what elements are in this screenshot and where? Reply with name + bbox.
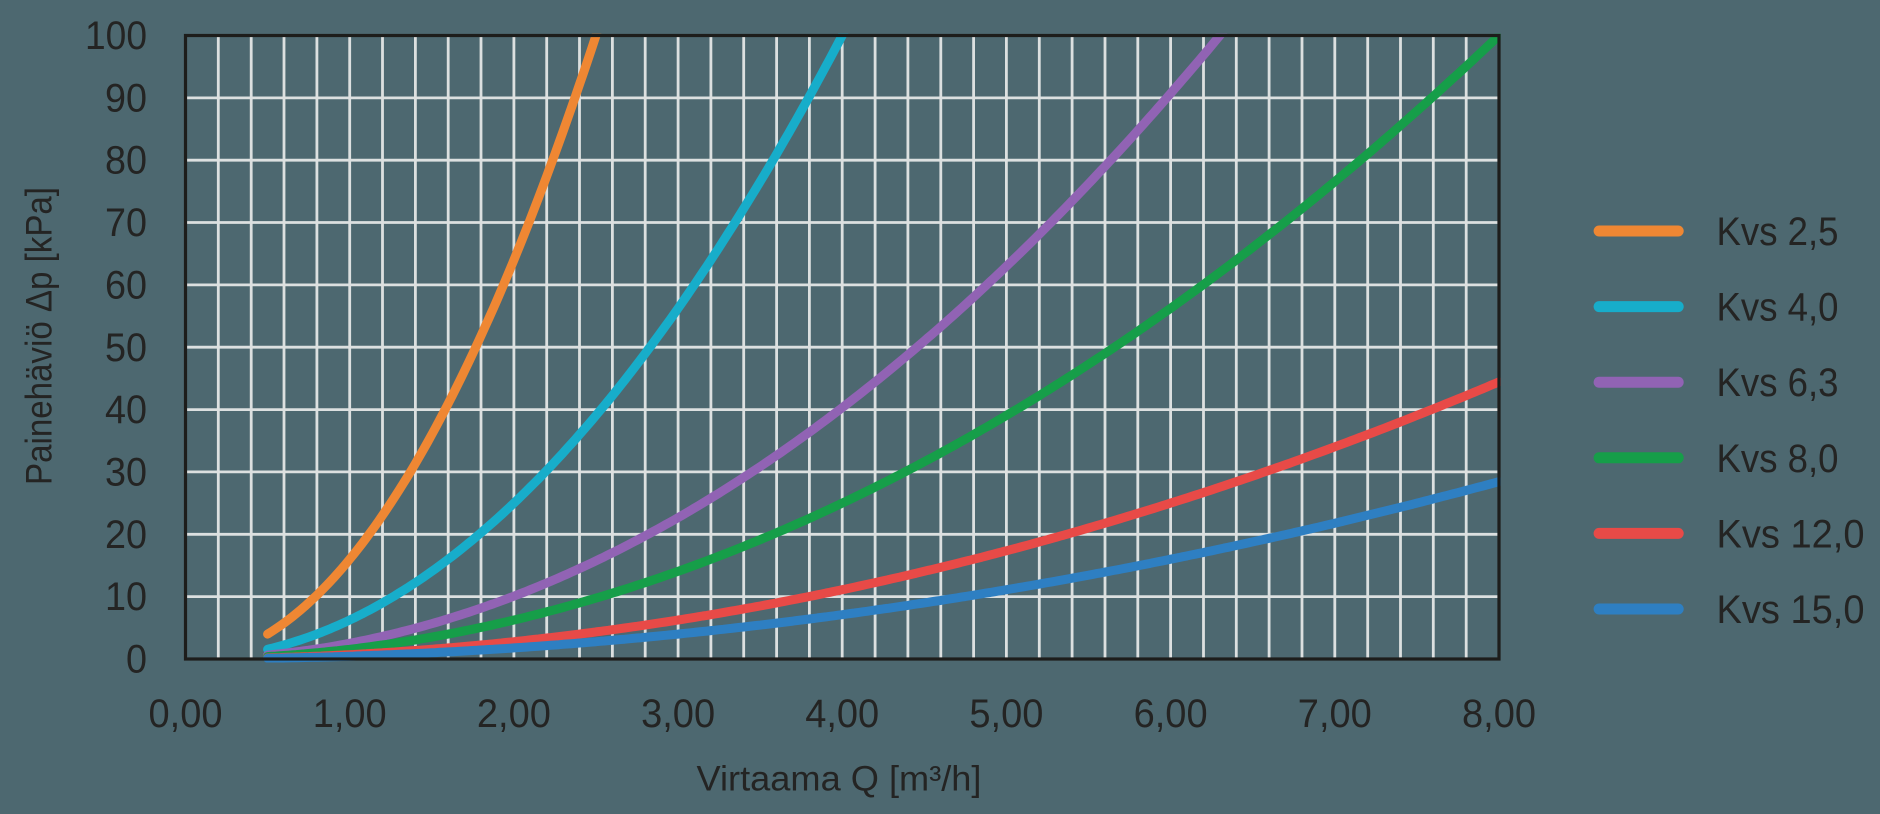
svg-text:90: 90 bbox=[105, 76, 147, 120]
svg-text:6,00: 6,00 bbox=[1134, 692, 1208, 736]
svg-text:Kvs 8,0: Kvs 8,0 bbox=[1717, 437, 1839, 481]
svg-text:3,00: 3,00 bbox=[641, 692, 715, 736]
svg-text:80: 80 bbox=[105, 139, 147, 183]
svg-text:Kvs 6,3: Kvs 6,3 bbox=[1717, 361, 1839, 405]
svg-text:10: 10 bbox=[105, 575, 147, 619]
svg-text:Kvs 4,0: Kvs 4,0 bbox=[1717, 286, 1839, 330]
svg-text:Kvs 12,0: Kvs 12,0 bbox=[1717, 512, 1865, 556]
svg-text:40: 40 bbox=[105, 388, 147, 432]
svg-text:0: 0 bbox=[126, 638, 147, 682]
svg-text:5,00: 5,00 bbox=[969, 692, 1043, 736]
svg-text:60: 60 bbox=[105, 263, 147, 307]
svg-text:Kvs 2,5: Kvs 2,5 bbox=[1717, 210, 1839, 254]
svg-text:70: 70 bbox=[105, 201, 147, 245]
svg-text:0,00: 0,00 bbox=[149, 692, 223, 736]
svg-text:2,00: 2,00 bbox=[477, 692, 551, 736]
svg-text:Virtaama Q [m³/h]: Virtaama Q [m³/h] bbox=[697, 759, 982, 799]
svg-text:7,00: 7,00 bbox=[1298, 692, 1372, 736]
svg-text:20: 20 bbox=[105, 513, 147, 557]
svg-text:50: 50 bbox=[105, 326, 147, 370]
svg-text:30: 30 bbox=[105, 450, 147, 494]
svg-text:8,00: 8,00 bbox=[1462, 692, 1536, 736]
svg-text:Painehäviö Δp [kPa]: Painehäviö Δp [kPa] bbox=[18, 187, 60, 485]
svg-text:1,00: 1,00 bbox=[313, 692, 387, 736]
svg-text:100: 100 bbox=[85, 14, 147, 58]
svg-text:Kvs 15,0: Kvs 15,0 bbox=[1717, 588, 1865, 632]
svg-text:4,00: 4,00 bbox=[805, 692, 879, 736]
